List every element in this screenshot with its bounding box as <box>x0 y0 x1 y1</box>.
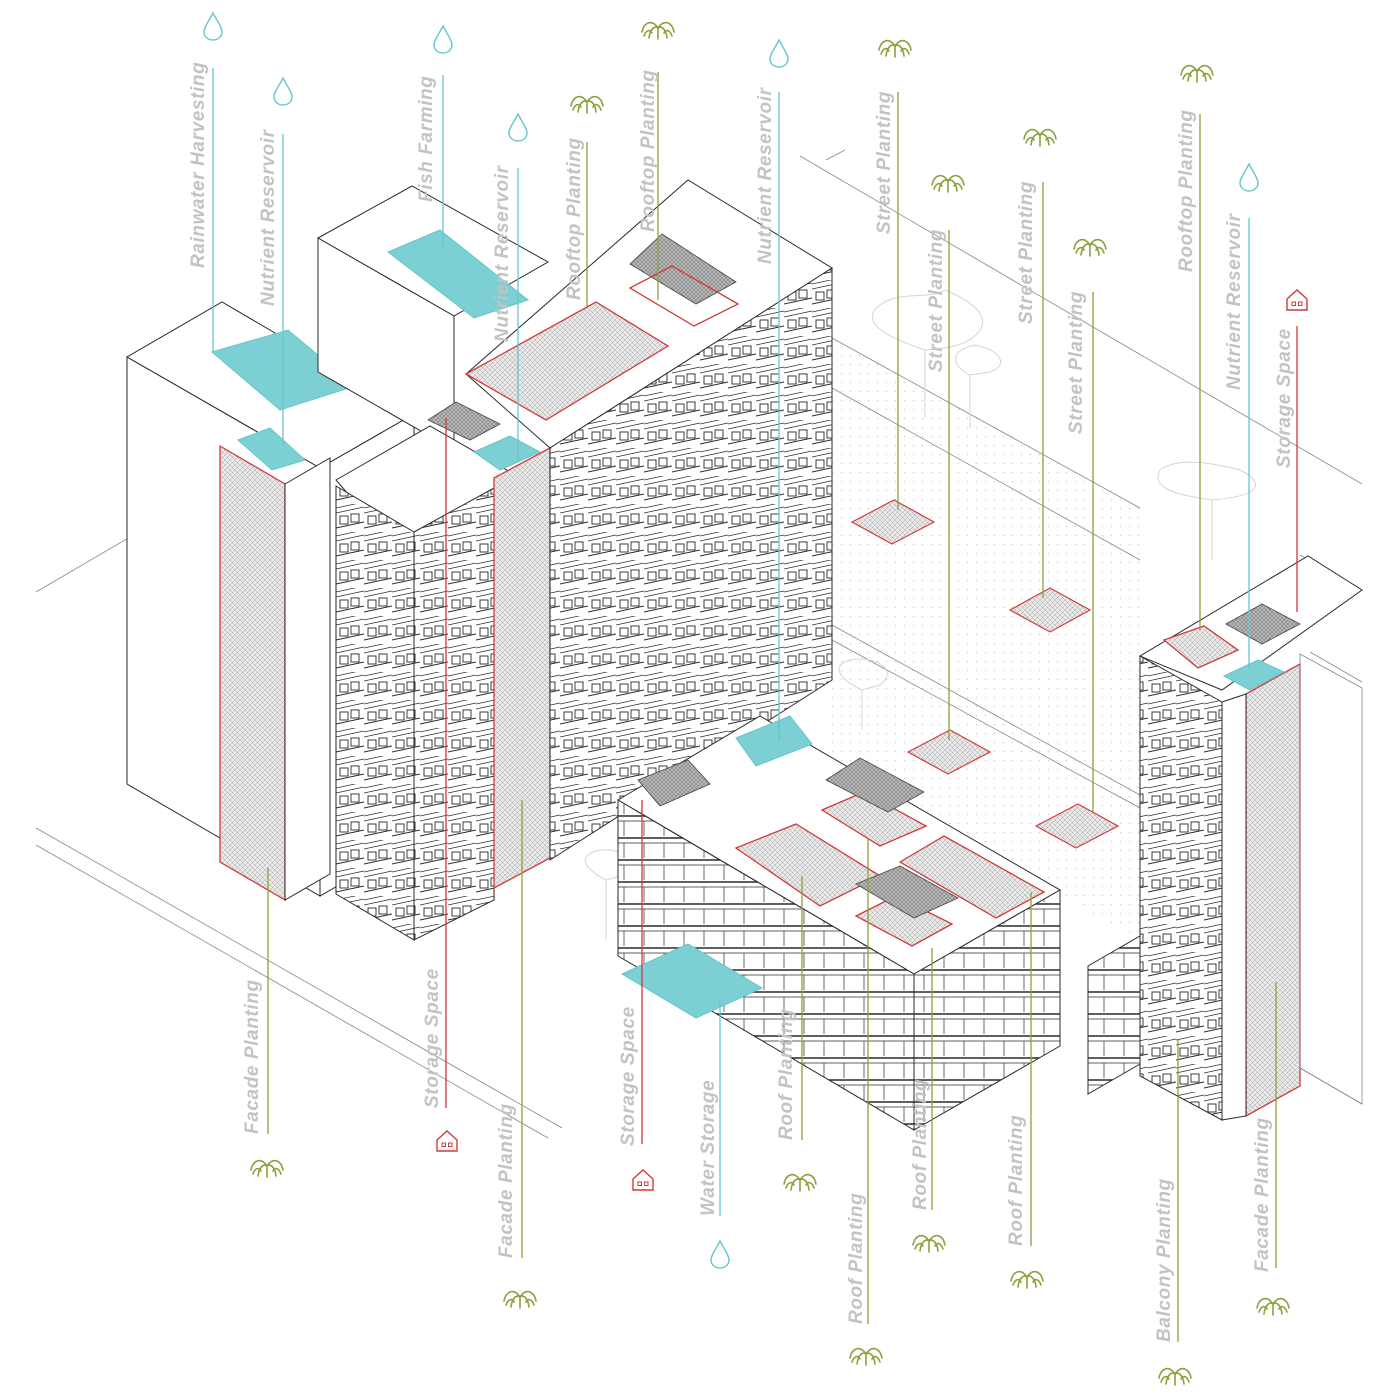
callout-storage-space-2: Storage Space <box>422 418 458 1152</box>
callout-label: Storage Space <box>422 968 443 1108</box>
house-icon <box>1286 289 1308 311</box>
building-f <box>1138 555 1363 1121</box>
callout-label: Facade Planting <box>1252 1117 1273 1272</box>
callout-label: Facade Planting <box>496 1103 517 1258</box>
plant-leaf-icon <box>1073 238 1107 257</box>
plant-leaf-icon <box>570 95 604 114</box>
callout-label: Roof Planting <box>910 1079 931 1210</box>
plant-leaf-icon <box>878 39 912 58</box>
callout-balcony-planting: Balcony Planting <box>1154 1040 1192 1386</box>
water-drop-icon <box>508 112 528 142</box>
callout-nutrient-reservoir-1: Nutrient Reservoir <box>258 76 293 446</box>
house-icon <box>632 1169 654 1191</box>
callout-layer: Rainwater Harvesting Nutrient Reservoir Fi… <box>188 11 1308 1386</box>
plant-leaf-icon <box>912 1234 946 1253</box>
plant-leaf-icon <box>1023 128 1057 147</box>
callout-street-planting-4: Street Planting <box>1066 238 1107 812</box>
callout-label: Storage Space <box>1274 328 1295 468</box>
plant-leaf-icon <box>503 1290 537 1309</box>
callout-rainwater-harvesting: Rainwater Harvesting <box>188 11 223 352</box>
plant-leaf-icon <box>250 1159 284 1178</box>
callout-label: Nutrient Reservoir <box>1224 212 1245 390</box>
plant-leaf-icon <box>641 21 675 40</box>
water-drop-icon <box>769 38 789 68</box>
callout-street-planting-1: Street Planting <box>874 39 912 510</box>
water-drop-icon <box>1239 162 1259 192</box>
callout-water-storage: Water Storage <box>698 1000 730 1269</box>
callout-label: Facade Planting <box>242 979 263 1134</box>
water-drop-icon <box>273 76 293 106</box>
trees <box>584 289 1256 940</box>
house-icon <box>436 1130 458 1152</box>
callout-label: Rainwater Harvesting <box>188 62 209 268</box>
water-drop-icon <box>203 11 223 41</box>
callout-label: Street Planting <box>874 91 895 234</box>
building-c <box>335 401 554 941</box>
building-b <box>316 185 550 451</box>
callout-roof-planting-1: Roof Planting <box>776 876 817 1192</box>
callout-street-planting-2: Street Planting <box>926 174 965 740</box>
plant-leaf-icon <box>783 1173 817 1192</box>
plant-leaf-icon <box>931 174 965 193</box>
callout-roof-planting-4: Roof Planting <box>1006 892 1044 1289</box>
callout-nutrient-reservoir-4: Nutrient Reservoir <box>1224 162 1259 668</box>
callout-rooftop-planting-2: Rooftop Planting <box>638 21 675 300</box>
callout-label: Fish Farming <box>416 76 437 203</box>
callout-storage-space-3: Storage Space <box>618 800 654 1191</box>
callout-facade-planting-3: Facade Planting <box>1252 982 1290 1316</box>
callout-label: Roof Planting <box>1006 1115 1027 1246</box>
callout-facade-planting-1: Facade Planting <box>242 868 284 1178</box>
callout-rooftop-planting-3: Rooftop Planting <box>1176 64 1214 630</box>
callout-label: Rooftop Planting <box>1176 109 1197 272</box>
callout-label: Storage Space <box>618 1006 639 1146</box>
callout-roof-planting-2: Roof Planting <box>846 838 883 1366</box>
callout-label: Rooftop Planting <box>564 137 585 300</box>
plant-leaf-icon <box>1010 1270 1044 1289</box>
callout-label: Street Planting <box>926 229 947 372</box>
plant-leaf-icon <box>849 1347 883 1366</box>
callout-label: Water Storage <box>698 1080 719 1216</box>
callout-street-planting-3: Street Planting <box>1016 128 1057 598</box>
water-drop-icon <box>710 1239 730 1269</box>
plant-leaf-icon <box>1256 1297 1290 1316</box>
building-e <box>617 715 1141 1131</box>
water-drop-icon <box>433 24 453 54</box>
callout-label: Roof Planting <box>846 1193 867 1324</box>
callout-label: Nutrient Reservoir <box>492 164 513 342</box>
callout-storage-space-1: Storage Space <box>1274 289 1308 612</box>
callout-label: Street Planting <box>1016 181 1037 324</box>
callout-label: Street Planting <box>1066 291 1087 434</box>
callout-label: Nutrient Reservoir <box>258 128 279 306</box>
callout-nutrient-reservoir-2: Nutrient Reservoir <box>492 112 528 462</box>
plant-leaf-icon <box>1180 64 1214 83</box>
callout-fish-farming: Fish Farming <box>416 24 453 246</box>
callout-label: Balcony Planting <box>1154 1178 1175 1342</box>
callout-label: Rooftop Planting <box>638 69 659 232</box>
plant-leaf-icon <box>1158 1367 1192 1386</box>
callout-facade-planting-2: Facade Planting <box>496 800 537 1309</box>
callout-label: Nutrient Reservoir <box>755 86 776 264</box>
street-planters <box>850 499 1120 849</box>
callout-rooftop-planting-1: Rooftop Planting <box>564 95 604 306</box>
building-d <box>464 179 833 861</box>
callout-nutrient-reservoir-3: Nutrient Reservoir <box>755 38 789 740</box>
callout-roof-planting-3: Roof Planting <box>910 948 946 1253</box>
callout-label: Roof Planting <box>776 1009 797 1140</box>
